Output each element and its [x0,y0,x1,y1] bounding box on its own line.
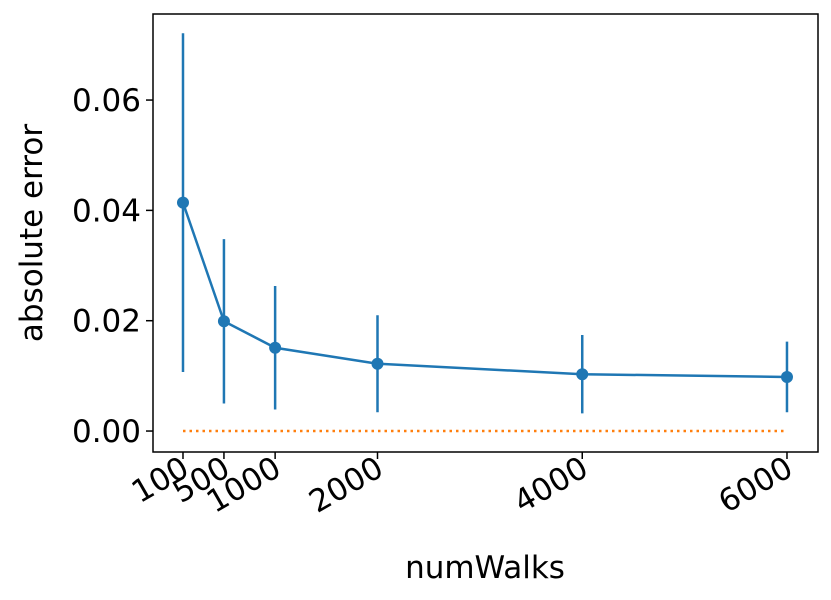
point [217,315,230,328]
y-tick-label: 0.02 [72,304,141,340]
point [176,196,189,209]
point [371,357,384,370]
plot-frame [152,13,819,453]
y-tick-label: 0.00 [72,414,141,450]
y-axis-label: absolute error [14,124,50,342]
x-tick-label: 6000 [713,450,799,521]
point [780,370,793,383]
point [269,341,282,354]
y-tick-label: 0.06 [72,83,141,119]
series-line [181,202,787,379]
x-tick-label: 4000 [508,450,594,521]
y-tick-label: 0.04 [72,193,141,229]
point [576,368,589,381]
x-axis-label: numWalks [405,550,565,586]
x-tick-label: 2000 [303,450,389,521]
